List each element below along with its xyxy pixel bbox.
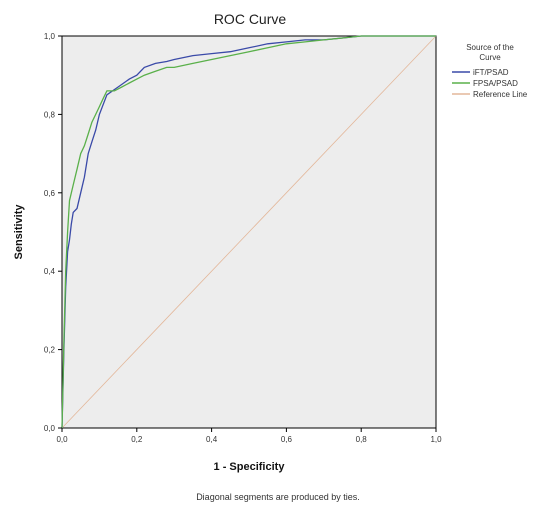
legend: Source of the Curve iFT/PSAD FPSA/PSAD Ref… [452, 43, 528, 99]
y-tick-label: 0,4 [44, 267, 56, 276]
legend-label-ift-psad: iFT/PSAD [473, 68, 509, 77]
legend-title-line1: Source of the [466, 43, 514, 52]
legend-entries: iFT/PSAD FPSA/PSAD Reference Line [452, 68, 528, 99]
chart-title: ROC Curve [214, 11, 287, 27]
x-tick-label: 0,2 [131, 435, 143, 444]
series-line-reference-line [61, 35, 437, 429]
y-tick-label: 0,8 [44, 110, 56, 119]
series-layer [61, 35, 437, 429]
legend-label-fpsa-psad: FPSA/PSAD [473, 79, 518, 88]
x-axis-ticks: 0,0 0,2 0,4 0,6 0,8 1,0 [56, 428, 442, 444]
series-line-fpsa-psad [61, 35, 436, 429]
x-tick-label: 0,0 [56, 435, 68, 444]
legend-title-line2: Curve [479, 53, 501, 62]
x-tick-label: 0,6 [281, 435, 293, 444]
y-tick-label: 0,0 [44, 424, 56, 433]
x-tick-label: 0,8 [356, 435, 368, 444]
x-tick-label: 1,0 [430, 435, 442, 444]
x-axis-label: 1 - Specificity [214, 461, 286, 473]
x-tick-label: 0,4 [206, 435, 218, 444]
y-axis-ticks: 0,0 0,2 0,4 0,6 0,8 1,0 [44, 32, 62, 433]
y-tick-label: 0,2 [44, 346, 56, 355]
legend-label-reference-line: Reference Line [473, 90, 528, 99]
y-axis-label: Sensitivity [13, 204, 25, 260]
y-tick-label: 1,0 [44, 32, 56, 41]
series-line-ift-psad [61, 35, 436, 429]
footnote: Diagonal segments are produced by ties. [196, 492, 360, 502]
y-tick-label: 0,6 [44, 189, 56, 198]
